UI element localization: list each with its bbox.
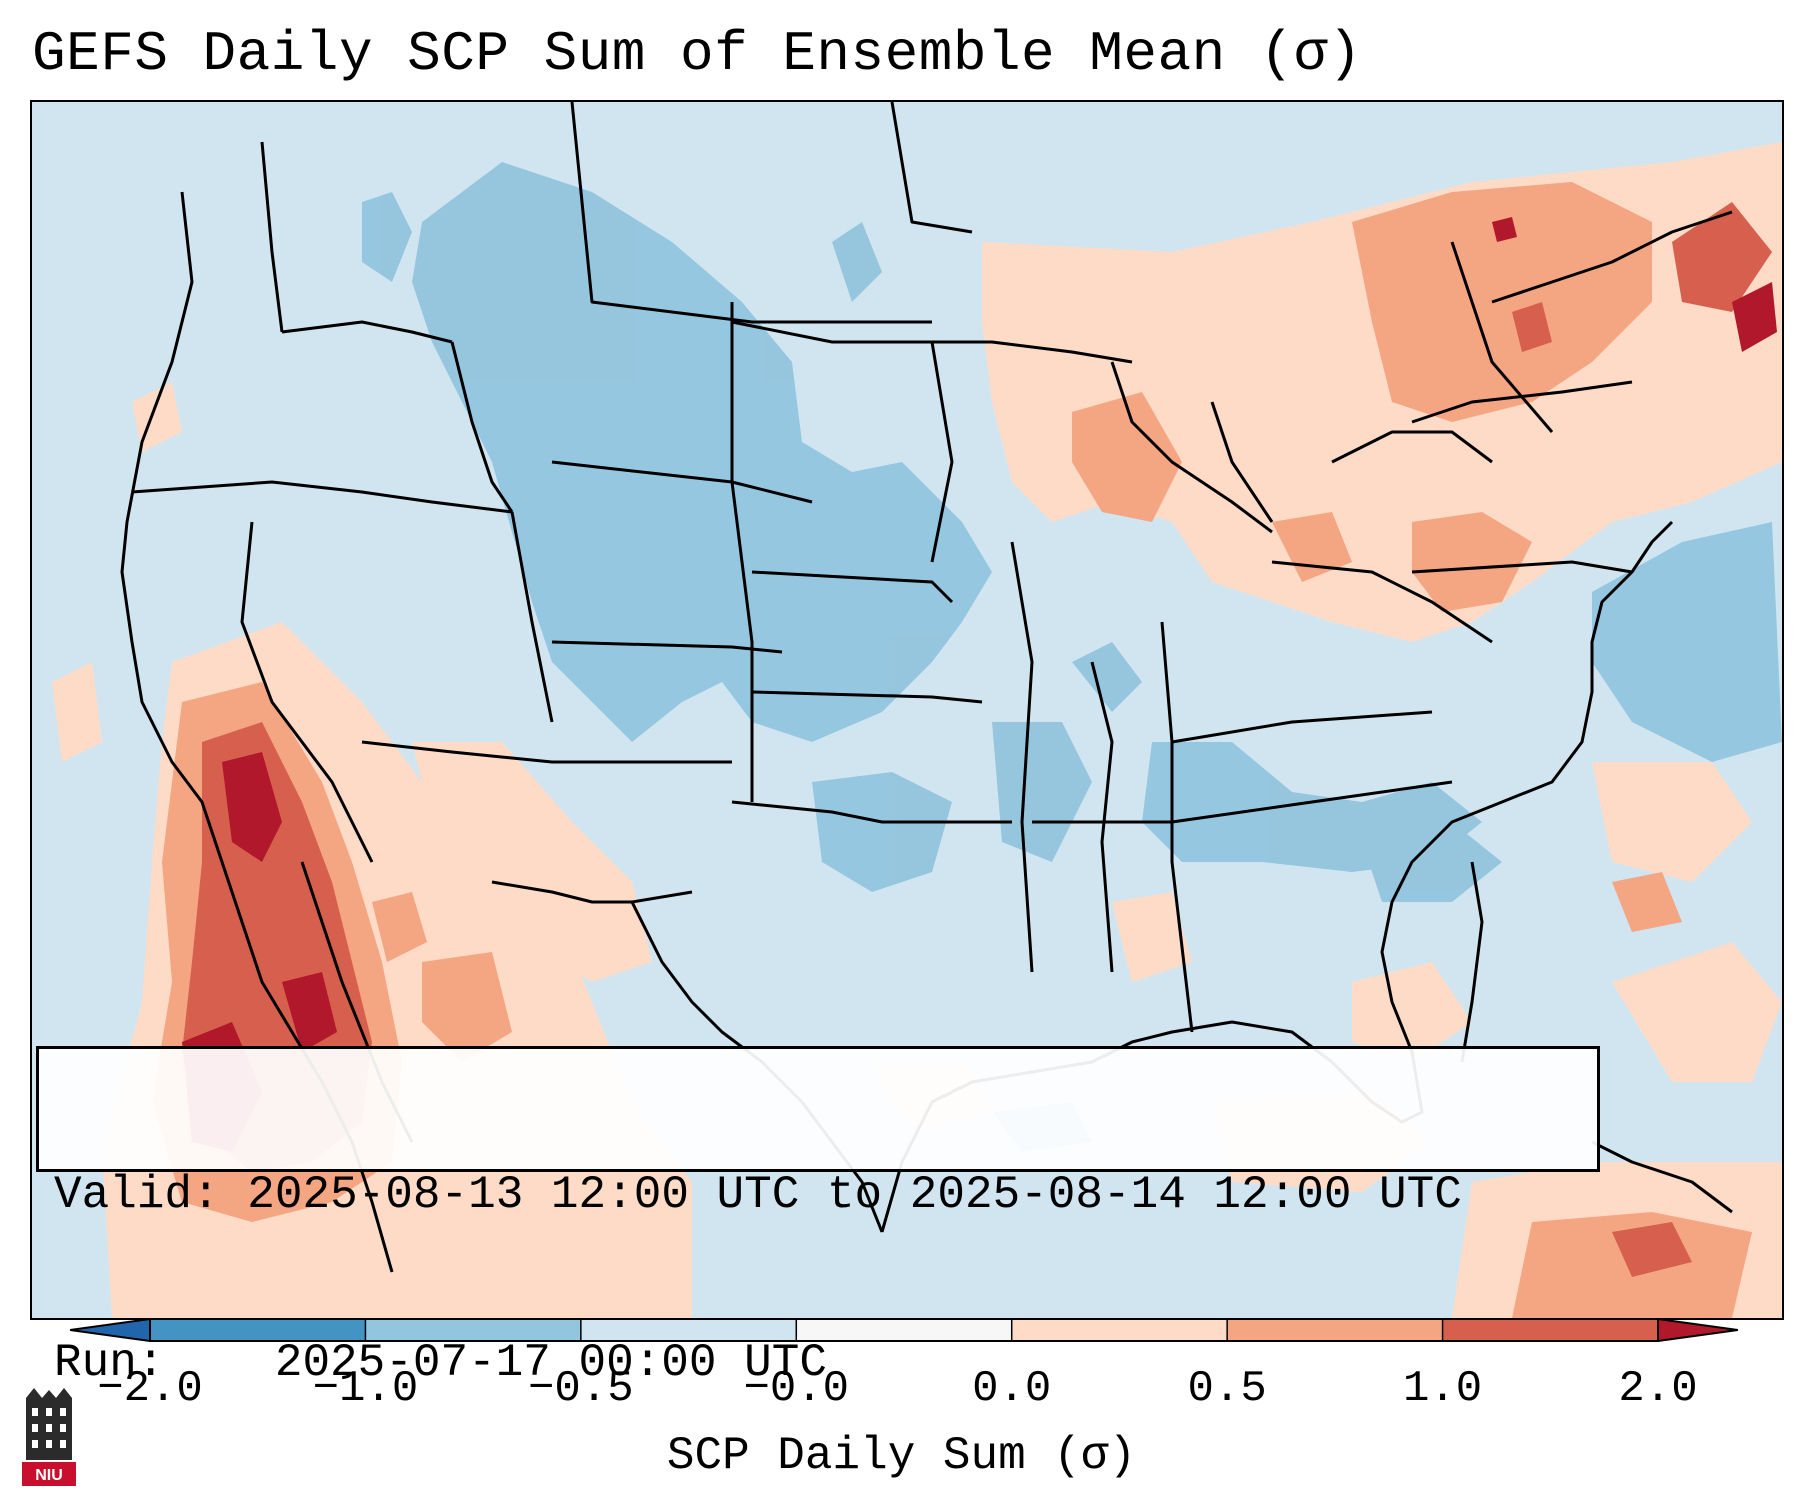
colorbar-label: SCP Daily Sum (σ) [666, 1430, 1137, 1482]
state-line-17 [1090, 661, 1114, 973]
colorbar-bin-6 [1442, 1319, 1659, 1341]
colorbar-segments [70, 1318, 1738, 1342]
valid-run-info-box: Valid: 2025-08-13 12:00 UTC to 2025-08-1… [36, 1046, 1600, 1389]
state-line-4 [450, 341, 514, 513]
colorbar [70, 1318, 1738, 1342]
colorbar-bin-5 [1227, 1319, 1444, 1341]
caribbean-islands [1591, 1140, 1733, 1214]
canada-us-east [1450, 241, 1554, 433]
state-line-24 [890, 102, 973, 234]
lake-michigan [1210, 401, 1274, 523]
state-line-21 [1271, 560, 1493, 644]
colorbar-bin-0 [150, 1319, 366, 1341]
state-line-2 [281, 320, 453, 344]
colorbar-tick-label-5: 0.5 [1187, 1364, 1267, 1414]
colorbar-bin-4 [1011, 1319, 1228, 1341]
colorbar-tick-label-2: −0.5 [528, 1364, 634, 1414]
state-line-13 [751, 570, 954, 604]
colorbar-tick-label-4: 0.0 [972, 1364, 1052, 1414]
state-line-22 [1411, 560, 1633, 574]
colorbar-bin-3 [796, 1319, 1013, 1341]
state-line-15 [731, 800, 1012, 824]
colorbar-tick-label-3: −0.0 [743, 1364, 850, 1414]
state-line-23 [1411, 380, 1633, 424]
run-value: 2025-07-17 00:00 UTC [274, 1337, 827, 1389]
colorbar-bin-1 [365, 1319, 582, 1341]
state-line-19 [1032, 780, 1453, 824]
colorbar-tick-label-6: 1.0 [1402, 1364, 1483, 1414]
valid-label: Valid: [54, 1169, 220, 1221]
state-line-9 [551, 640, 783, 654]
chart-title: GEFS Daily SCP Sum of Ensemble Mean (σ) [32, 22, 1363, 86]
state-line-18 [1160, 621, 1194, 1033]
us-mexico-border [491, 880, 693, 904]
state-line-1 [131, 480, 513, 514]
great-lakes-west [1110, 361, 1273, 534]
state-line-3 [260, 141, 284, 333]
colorbar-under-extension [70, 1318, 151, 1342]
st-lawrence [1491, 210, 1733, 304]
valid-row: Valid: 2025-08-13 12:00 UTC to 2025-08-1… [54, 1167, 1597, 1223]
run-row: Run: 2025-07-17 00:00 UTC [54, 1335, 1597, 1391]
valid-value: 2025-08-13 12:00 UTC to 2025-08-14 12:00… [247, 1169, 1462, 1221]
state-line-14 [751, 690, 983, 704]
colorbar-tick-label-7: 2.0 [1618, 1364, 1698, 1414]
state-line-26 [1460, 861, 1484, 1063]
state-line-16 [1010, 541, 1034, 973]
colorbar-bin-2 [580, 1319, 797, 1341]
university-tower-icon: NIU [22, 1388, 76, 1486]
state-line-20 [1171, 710, 1433, 744]
state-line-7 [361, 740, 732, 764]
state-line-25 [932, 340, 1133, 364]
state-line-10 [730, 302, 754, 802]
colorbar-outline [149, 1318, 1659, 1342]
colorbar-tick-label-1: −1.0 [312, 1364, 419, 1414]
svg-text:NIU: NIU [35, 1467, 63, 1484]
boundary-lines [120, 102, 1733, 1273]
state-line-5 [510, 511, 554, 723]
colorbar-over-extension [1657, 1318, 1738, 1342]
colorbar-tick-label-0: −2.0 [97, 1364, 203, 1414]
run-label: Run: [54, 1337, 165, 1389]
lake-erie-ontario [1331, 430, 1493, 464]
state-line-11 [570, 102, 932, 324]
state-line-6 [240, 521, 374, 863]
